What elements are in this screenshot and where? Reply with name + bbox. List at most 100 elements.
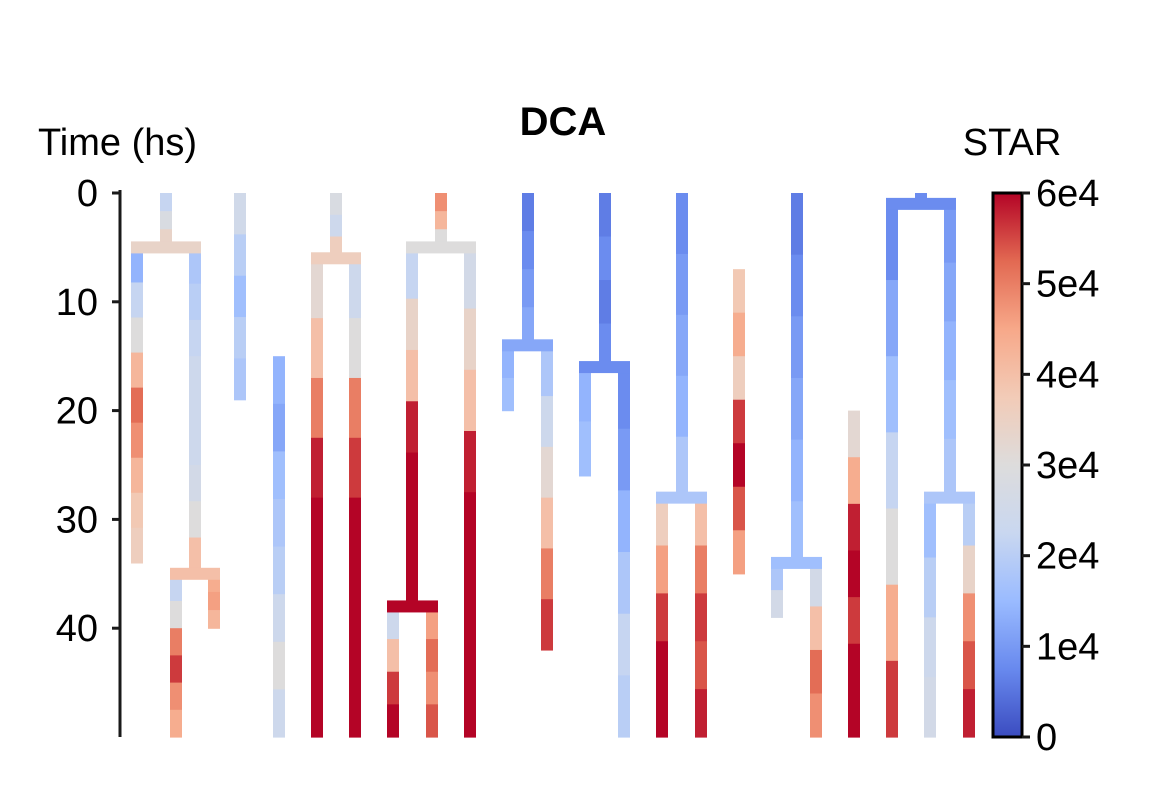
branch-cell (791, 439, 803, 502)
branch-cell (349, 437, 361, 499)
branch-cell (810, 562, 822, 608)
branch-cell (349, 258, 361, 319)
branch-cell (273, 594, 285, 643)
branch-cell (695, 545, 707, 594)
branch-cell (435, 193, 447, 212)
branch-cell (170, 573, 182, 602)
division-connector (131, 241, 201, 254)
branch-cell (406, 555, 418, 608)
branch-cell (131, 422, 143, 459)
branch-cell (791, 193, 803, 256)
branch-cell (599, 193, 611, 238)
branch-cell (676, 436, 688, 499)
branch-cell (406, 349, 418, 402)
branch-cell (522, 307, 534, 346)
colorbar-label: STAR (963, 122, 1062, 164)
branch-cell (924, 677, 936, 738)
branch-cell (502, 377, 514, 412)
branch-cell (464, 431, 476, 493)
branch-cell (791, 254, 803, 317)
y-tick-label: 10 (56, 282, 98, 324)
branch-cell (273, 451, 285, 500)
branch-cell (771, 562, 783, 591)
branch-cell (599, 280, 611, 325)
branch-cell (170, 682, 182, 711)
colorbar-tick-label: 1e4 (1036, 626, 1099, 668)
branch-cell (131, 492, 143, 529)
branch-cell (848, 550, 860, 598)
branch-cell (522, 269, 534, 308)
branch-cell (387, 606, 399, 640)
y-tick-label: 30 (56, 499, 98, 541)
branch-cell (349, 497, 361, 559)
branch-cell (406, 452, 418, 505)
branch-cell (349, 377, 361, 439)
branch-cell (189, 428, 201, 466)
division-connector (886, 197, 956, 210)
branch-cell (160, 211, 172, 230)
division-connector (924, 491, 975, 504)
branch-cell (944, 438, 956, 499)
branch-cell (464, 614, 476, 677)
branch-cell (733, 530, 745, 575)
branch-cell (924, 497, 936, 559)
branch-cell (886, 356, 898, 433)
branch-cell (273, 499, 285, 548)
lineage-i (733, 269, 745, 575)
branch-cell (311, 318, 323, 379)
branch-cell (599, 323, 611, 368)
lineage-g (579, 193, 630, 738)
y-axis: 0 10 20 30 40 (56, 173, 122, 737)
branch-cell (791, 501, 803, 564)
colorbar-ticks: 0 1e4 2e4 3e4 4e4 5e4 6e4 (1022, 173, 1099, 759)
branch-cell (170, 628, 182, 656)
branch-cell (676, 314, 688, 377)
branch-cell (234, 193, 246, 235)
branch-cell (848, 410, 860, 458)
branch-cell (944, 262, 956, 322)
lineage-k (848, 410, 860, 738)
division-connector (656, 491, 707, 504)
branch-cell (733, 399, 745, 444)
branch-cell (924, 617, 936, 678)
division-connector (771, 556, 822, 569)
branch-cell (963, 497, 975, 547)
branch-cell (810, 693, 822, 738)
branch-cell (406, 401, 418, 454)
branch-cell (189, 392, 201, 430)
branch-cell (435, 211, 447, 230)
branch-cell (311, 437, 323, 499)
branch-cell (656, 593, 668, 642)
branch-cell (234, 275, 246, 318)
branch-cell (848, 690, 860, 738)
branch-cell (695, 641, 707, 690)
branch-cell (733, 312, 745, 357)
branch-cell (886, 203, 898, 281)
branch-cell (695, 497, 707, 547)
branch-cell (810, 606, 822, 651)
branch-cell (189, 283, 201, 321)
branch-cell (311, 557, 323, 618)
colorbar-tick-label: 2e4 (1036, 536, 1099, 578)
lineage-e (387, 193, 476, 738)
colorbar: 0 1e4 2e4 3e4 4e4 5e4 6e4 (991, 173, 1099, 759)
branch-cell (131, 317, 143, 354)
branch-cell (676, 193, 688, 255)
branch-cell (426, 671, 438, 705)
branch-cell (349, 617, 361, 678)
y-tick-label: 0 (77, 173, 98, 215)
colorbar-tick-label: 5e4 (1036, 264, 1099, 306)
branch-cell (599, 236, 611, 281)
branch-cell (618, 613, 630, 676)
branch-cell (464, 369, 476, 432)
branch-cell (170, 601, 182, 629)
branch-cell (426, 704, 438, 738)
branch-cell (676, 375, 688, 438)
branch-cell (273, 356, 285, 405)
branch-cell (426, 606, 438, 640)
branch-cell (131, 282, 143, 319)
branch-cell (656, 641, 668, 690)
branch-cell (311, 617, 323, 678)
branch-cell (349, 557, 361, 618)
